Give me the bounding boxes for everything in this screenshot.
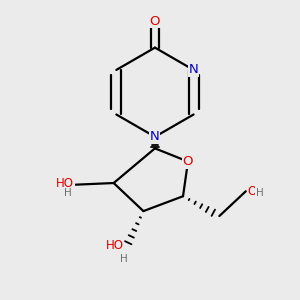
Text: H: H bbox=[120, 254, 128, 264]
Text: N: N bbox=[189, 63, 198, 76]
Text: N: N bbox=[150, 130, 160, 143]
Text: H: H bbox=[256, 188, 263, 198]
Text: HO: HO bbox=[106, 239, 124, 252]
Text: HO: HO bbox=[56, 176, 74, 190]
Text: O: O bbox=[248, 185, 257, 198]
Text: H: H bbox=[64, 188, 71, 198]
Text: O: O bbox=[150, 15, 160, 28]
Text: O: O bbox=[183, 155, 193, 168]
